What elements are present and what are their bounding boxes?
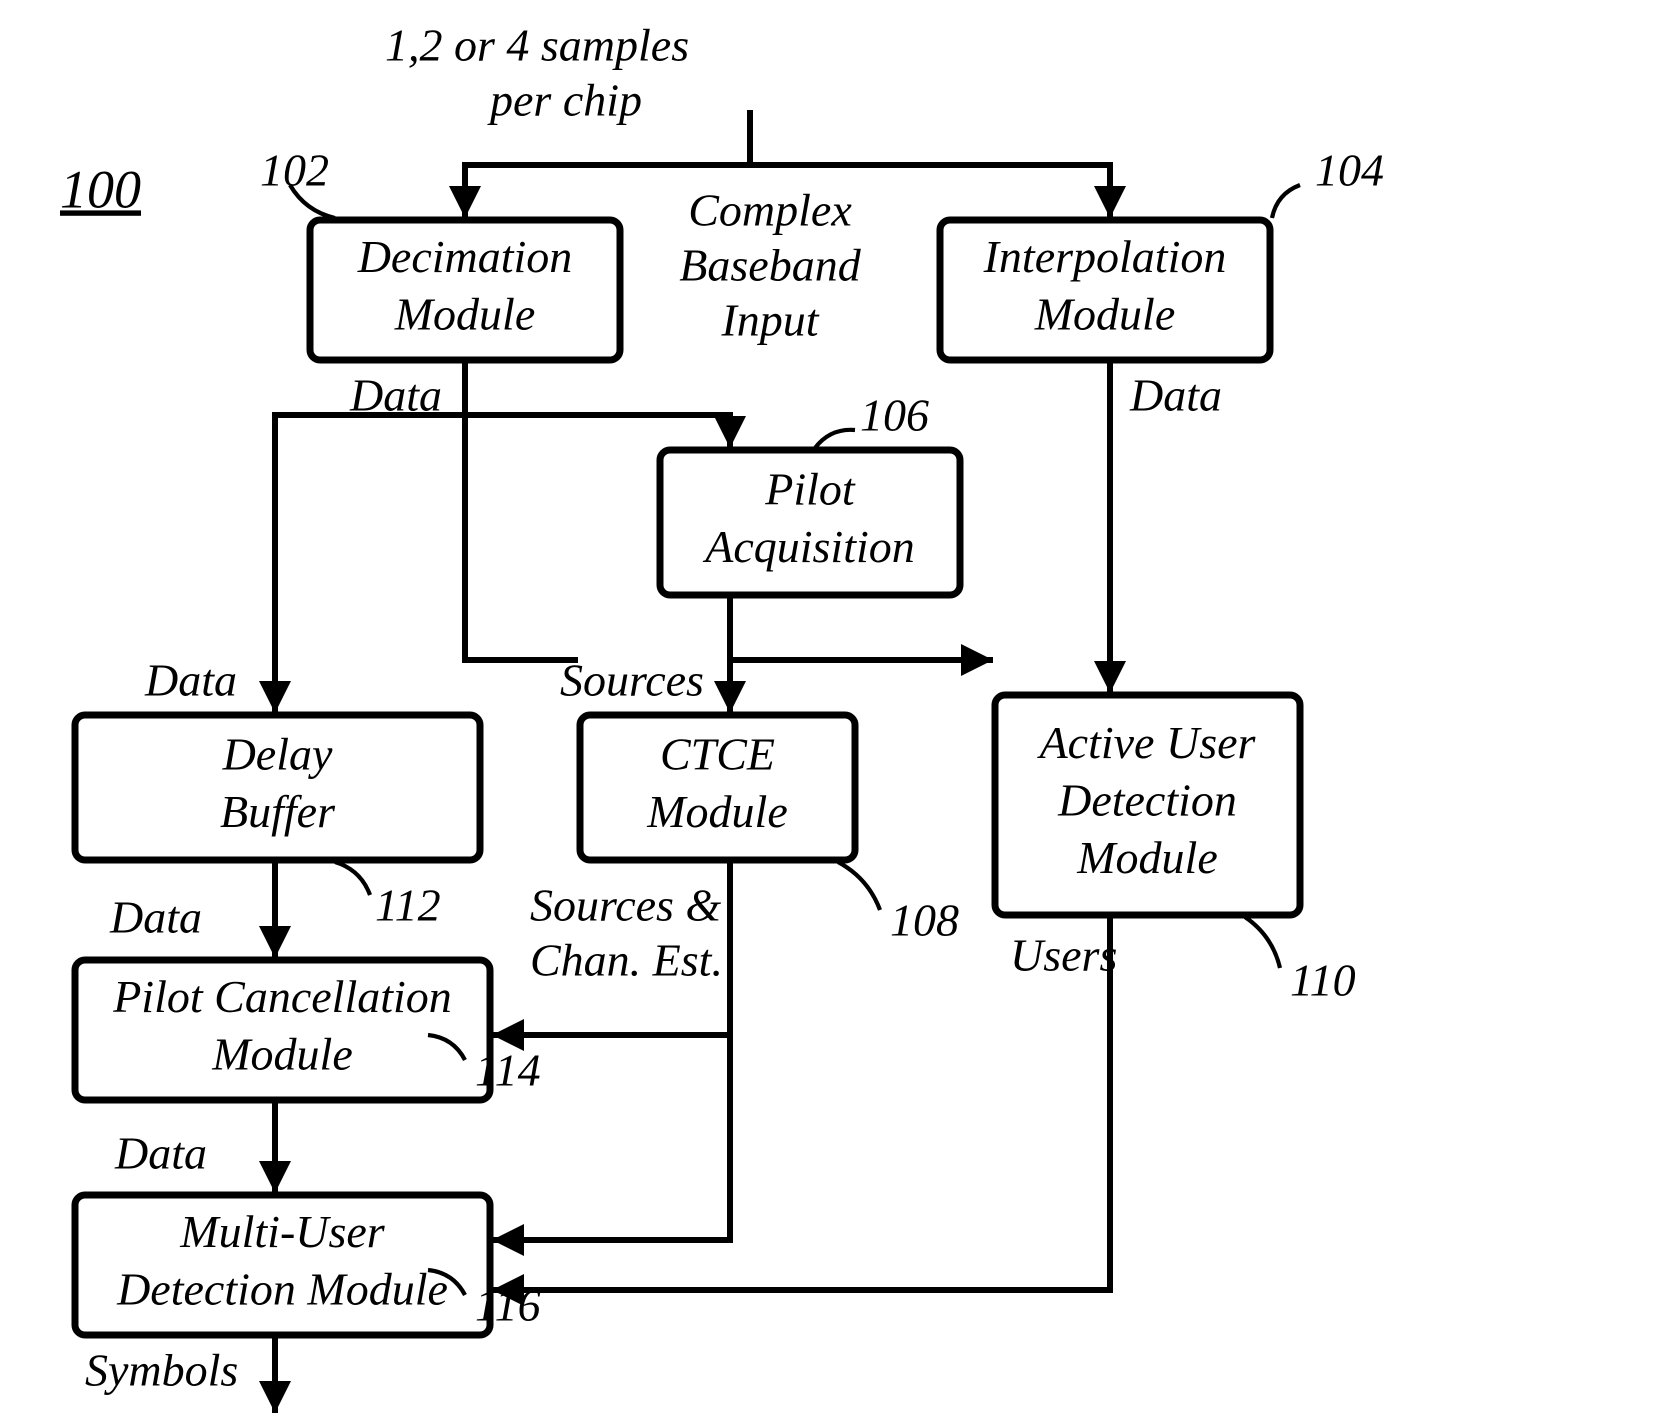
node-ctce-text: CTCE [660,728,775,779]
label: Sources [560,655,704,706]
node-interpolation-text: Module [1034,288,1176,339]
refnum-116: 116 [475,1280,541,1331]
ref-leader [815,430,855,448]
arrowhead [714,681,746,713]
arrowhead [259,926,291,958]
ref-leader [335,862,370,895]
refnum-104: 104 [1315,145,1384,196]
arrowhead [1094,661,1126,693]
refnum-108: 108 [890,895,959,946]
node-pilot_cancel-text: Module [211,1028,353,1079]
node-mud-text: Multi-User [179,1206,386,1257]
arrowhead [449,186,481,218]
label: Data [114,1128,207,1179]
node-decimation-text: Module [394,288,536,339]
label: Data [109,892,202,943]
arrowhead [714,416,746,448]
label: Sources & [530,880,721,931]
arrowhead [259,1161,291,1193]
refnum-112: 112 [375,880,441,931]
edge [465,362,730,448]
node-active_user-text: Module [1076,832,1218,883]
block-diagram: Decimation Module 102 Interpolation Module 10… [0,0,1658,1417]
node-mud-text: Detection Module [116,1263,448,1314]
node-decimation-text: Decimation [357,231,573,282]
label: 1,2 or 4 samples [385,20,689,71]
label: Data [144,655,237,706]
ref-leader [1272,185,1300,218]
refnum-102: 102 [260,145,329,196]
ref-leader [1245,917,1280,968]
label: Input [720,295,819,346]
arrowhead [961,644,993,676]
refnum-106: 106 [860,390,929,441]
node-pilot_cancel-text: Pilot Cancellation [112,971,452,1022]
refnum-110: 110 [1290,955,1356,1006]
label: Symbols [85,1345,238,1396]
arrowhead [492,1224,524,1256]
label: 100 [60,159,141,219]
label: Baseband [679,240,861,291]
edge [275,415,465,713]
node-ctce-text: Module [646,786,788,837]
node-delay_buf-text: Delay [222,728,333,779]
node-pilot_acq-text: Pilot [764,463,856,514]
label: Data [1129,370,1222,421]
ref-leader [838,862,880,910]
label: Chan. Est. [530,935,723,986]
node-active_user-text: Active User [1037,717,1257,768]
label: Users [1010,930,1117,981]
arrowhead [259,1381,291,1413]
node-interpolation-text: Interpolation [983,231,1227,282]
refnum-114: 114 [475,1045,541,1096]
label: Complex [688,185,852,236]
label: Data [349,370,442,421]
node-active_user-text: Detection [1057,775,1237,826]
edge [465,415,578,660]
arrowhead [259,681,291,713]
arrowhead [1094,186,1126,218]
node-delay_buf-text: Buffer [220,786,336,837]
node-pilot_acq-text: Acquisition [702,521,915,572]
label: per chip [487,75,642,126]
